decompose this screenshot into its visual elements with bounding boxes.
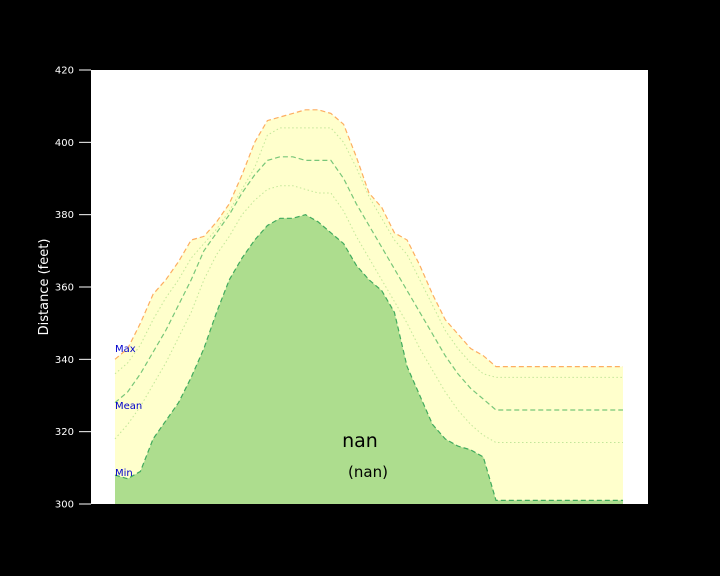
upper-quantile-line — [114, 127, 623, 378]
y-tick-label: 420 — [55, 66, 74, 77]
bands-layer — [115, 109, 623, 505]
y-tick-label: 360 — [55, 283, 74, 294]
min-band-label: Min — [115, 468, 133, 479]
y-tick-label: 400 — [55, 138, 74, 149]
chart-center-subtitle: (nan) — [348, 463, 388, 481]
lines-layer — [114, 109, 623, 501]
y-axis-label: Distance (feet) — [37, 239, 52, 336]
mean-band-label: Mean — [115, 401, 142, 412]
y-tick-label: 300 — [55, 500, 74, 511]
y-axis: 300 320 340 360 380 400 420 — [55, 66, 91, 511]
mean-line — [114, 156, 623, 411]
max-line — [114, 109, 623, 368]
y-tick-label: 380 — [55, 210, 74, 221]
y-tick-label: 340 — [55, 355, 74, 366]
min-area — [115, 214, 623, 504]
max-band-label: Max — [115, 344, 136, 355]
min-line — [114, 214, 623, 501]
y-tick-label: 320 — [55, 427, 74, 438]
chart-center-title: nan — [342, 430, 378, 452]
lower-quantile-line — [114, 185, 623, 443]
